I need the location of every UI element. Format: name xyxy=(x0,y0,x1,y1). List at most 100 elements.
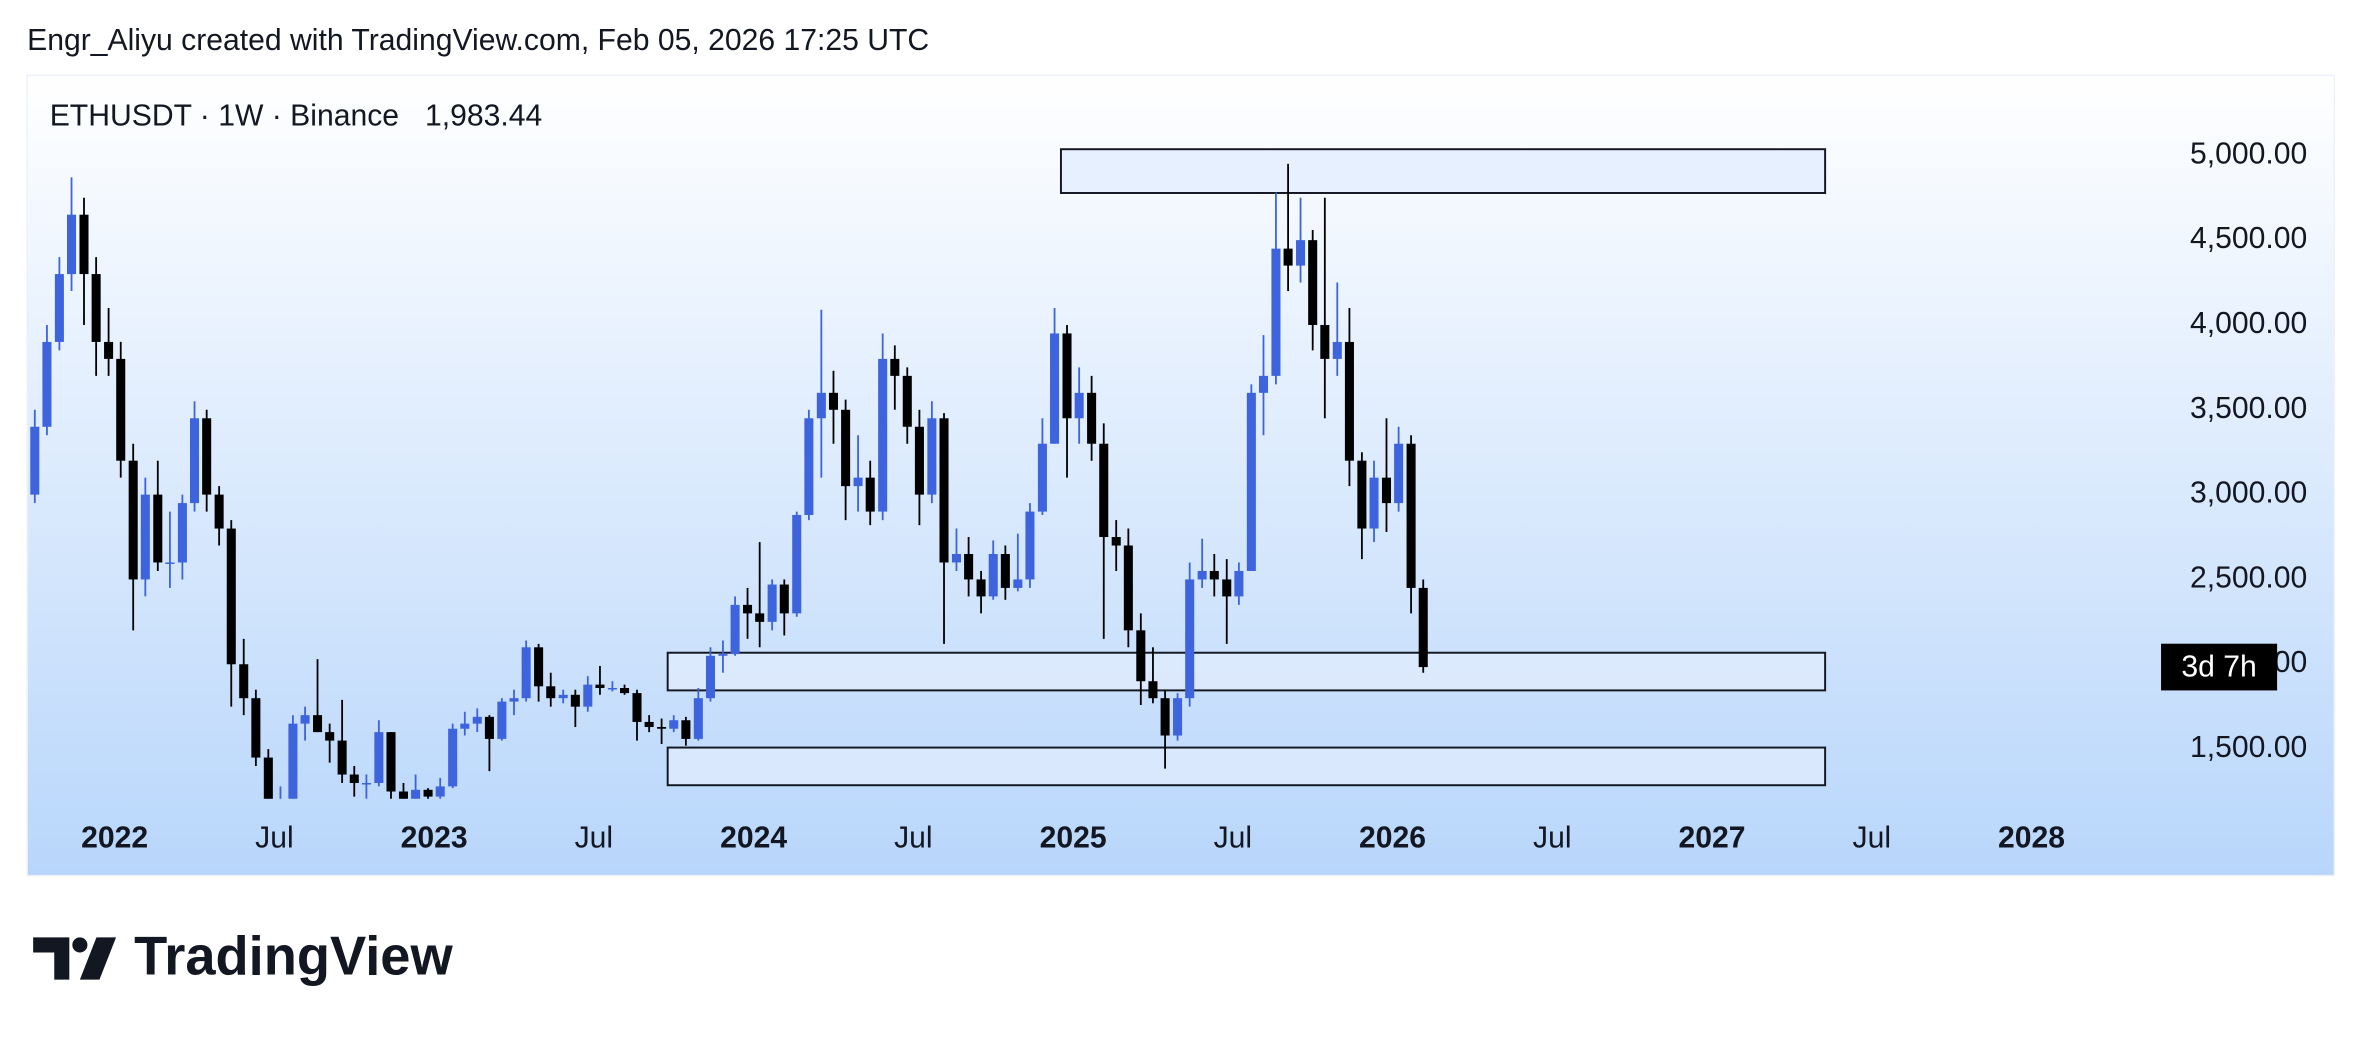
candle-body xyxy=(767,584,777,622)
candle-body xyxy=(755,613,765,622)
zone xyxy=(666,651,1827,692)
candle-body xyxy=(1099,443,1109,538)
candle-body xyxy=(128,460,138,580)
candle-body xyxy=(91,274,101,342)
symbol-title: ETHUSDT · 1W · Binance xyxy=(50,100,399,133)
logo-icon xyxy=(79,937,117,980)
candle-body xyxy=(251,698,261,758)
candle-body xyxy=(239,664,249,699)
candle-body xyxy=(484,716,494,739)
candle-body xyxy=(1123,545,1133,631)
candle-body xyxy=(779,584,789,614)
candle-body xyxy=(374,732,384,784)
candle-body xyxy=(657,727,667,729)
candle-body xyxy=(927,418,937,495)
candle-body xyxy=(1381,477,1392,504)
candle-body xyxy=(644,721,654,728)
chart-area xyxy=(26,74,2336,877)
x-tick-label: 2027 xyxy=(1679,821,1746,854)
candle-body xyxy=(214,494,224,529)
candle-body xyxy=(583,684,593,707)
candle-body xyxy=(202,418,212,495)
candle-body xyxy=(853,477,863,487)
x-tick-label: Jul xyxy=(255,821,294,854)
candle-body xyxy=(607,688,617,690)
candle-body xyxy=(1209,570,1219,580)
y-tick-label: 1,500.00 xyxy=(2190,731,2307,764)
candle-body xyxy=(386,732,396,792)
candle-body xyxy=(1234,570,1244,597)
candles xyxy=(30,163,1428,799)
attribution: Engr_Aliyu created with TradingView.com,… xyxy=(27,24,929,57)
candle-body xyxy=(435,786,445,797)
candle-body xyxy=(828,392,838,410)
zone xyxy=(666,746,1827,787)
x-tick-label: 2028 xyxy=(1998,821,2065,854)
candle-body xyxy=(1222,579,1232,597)
candle-body xyxy=(890,358,900,376)
candle-body xyxy=(300,715,310,724)
y-tick-label: 3,000.00 xyxy=(2190,477,2307,510)
candle-body xyxy=(190,418,200,504)
candle-body xyxy=(1406,443,1416,588)
candle-body xyxy=(804,418,814,515)
candle-body xyxy=(1332,341,1342,359)
candle-body xyxy=(79,214,89,275)
candle-body xyxy=(1283,248,1293,266)
candle-body xyxy=(472,716,482,724)
x-tick-label: 2024 xyxy=(720,821,787,854)
x-tick-label: Jul xyxy=(1853,821,1892,854)
y-tick-label: 4,000.00 xyxy=(2190,307,2307,340)
candle-body xyxy=(1258,375,1269,393)
candle-body xyxy=(570,694,580,707)
candle-body xyxy=(595,684,605,689)
candle-body xyxy=(509,698,519,702)
candle-body xyxy=(313,715,323,733)
candle-body xyxy=(816,392,826,419)
candle-body xyxy=(263,757,273,799)
candle-body xyxy=(705,655,716,699)
candle-body xyxy=(411,789,421,799)
candle-body xyxy=(1111,537,1121,546)
logo: TradingView xyxy=(33,926,453,986)
candle-body xyxy=(546,686,556,699)
candle-body xyxy=(42,341,52,427)
candle-body xyxy=(104,341,114,359)
candle-body xyxy=(632,693,642,722)
brand: TradingView xyxy=(134,926,453,986)
candle-body xyxy=(681,720,691,739)
candle-body xyxy=(1394,443,1404,504)
candle-body xyxy=(116,358,126,461)
candle-body xyxy=(1357,460,1367,529)
candle-body xyxy=(177,503,187,563)
x-tick-label: Jul xyxy=(1533,821,1572,854)
candle-body xyxy=(669,720,679,729)
candle-body xyxy=(1000,553,1010,588)
candle-body xyxy=(398,791,408,799)
zones xyxy=(666,148,1827,787)
candle-body xyxy=(1308,240,1318,325)
candle-body xyxy=(1185,579,1195,699)
x-tick-label: 2026 xyxy=(1359,821,1426,854)
candle-body xyxy=(1062,333,1072,419)
x-tick-label: 2022 xyxy=(81,821,148,854)
candle-body xyxy=(620,688,630,694)
countdown-box xyxy=(2161,643,2278,691)
x-tick-label: 2023 xyxy=(401,821,468,854)
candle-body xyxy=(1074,392,1084,419)
candle-body xyxy=(349,774,359,784)
candle-body xyxy=(1173,698,1183,736)
candle-body xyxy=(1148,681,1158,699)
candle-body xyxy=(67,214,77,275)
candle-body xyxy=(1160,698,1170,736)
candle-body xyxy=(140,494,150,580)
candle-body xyxy=(1418,587,1428,668)
candle-body xyxy=(1136,630,1146,682)
candle-body xyxy=(1013,579,1023,588)
candle-body xyxy=(54,274,64,342)
candle-body xyxy=(1087,392,1097,444)
candle-body xyxy=(1246,392,1256,571)
candle-body xyxy=(693,698,703,739)
